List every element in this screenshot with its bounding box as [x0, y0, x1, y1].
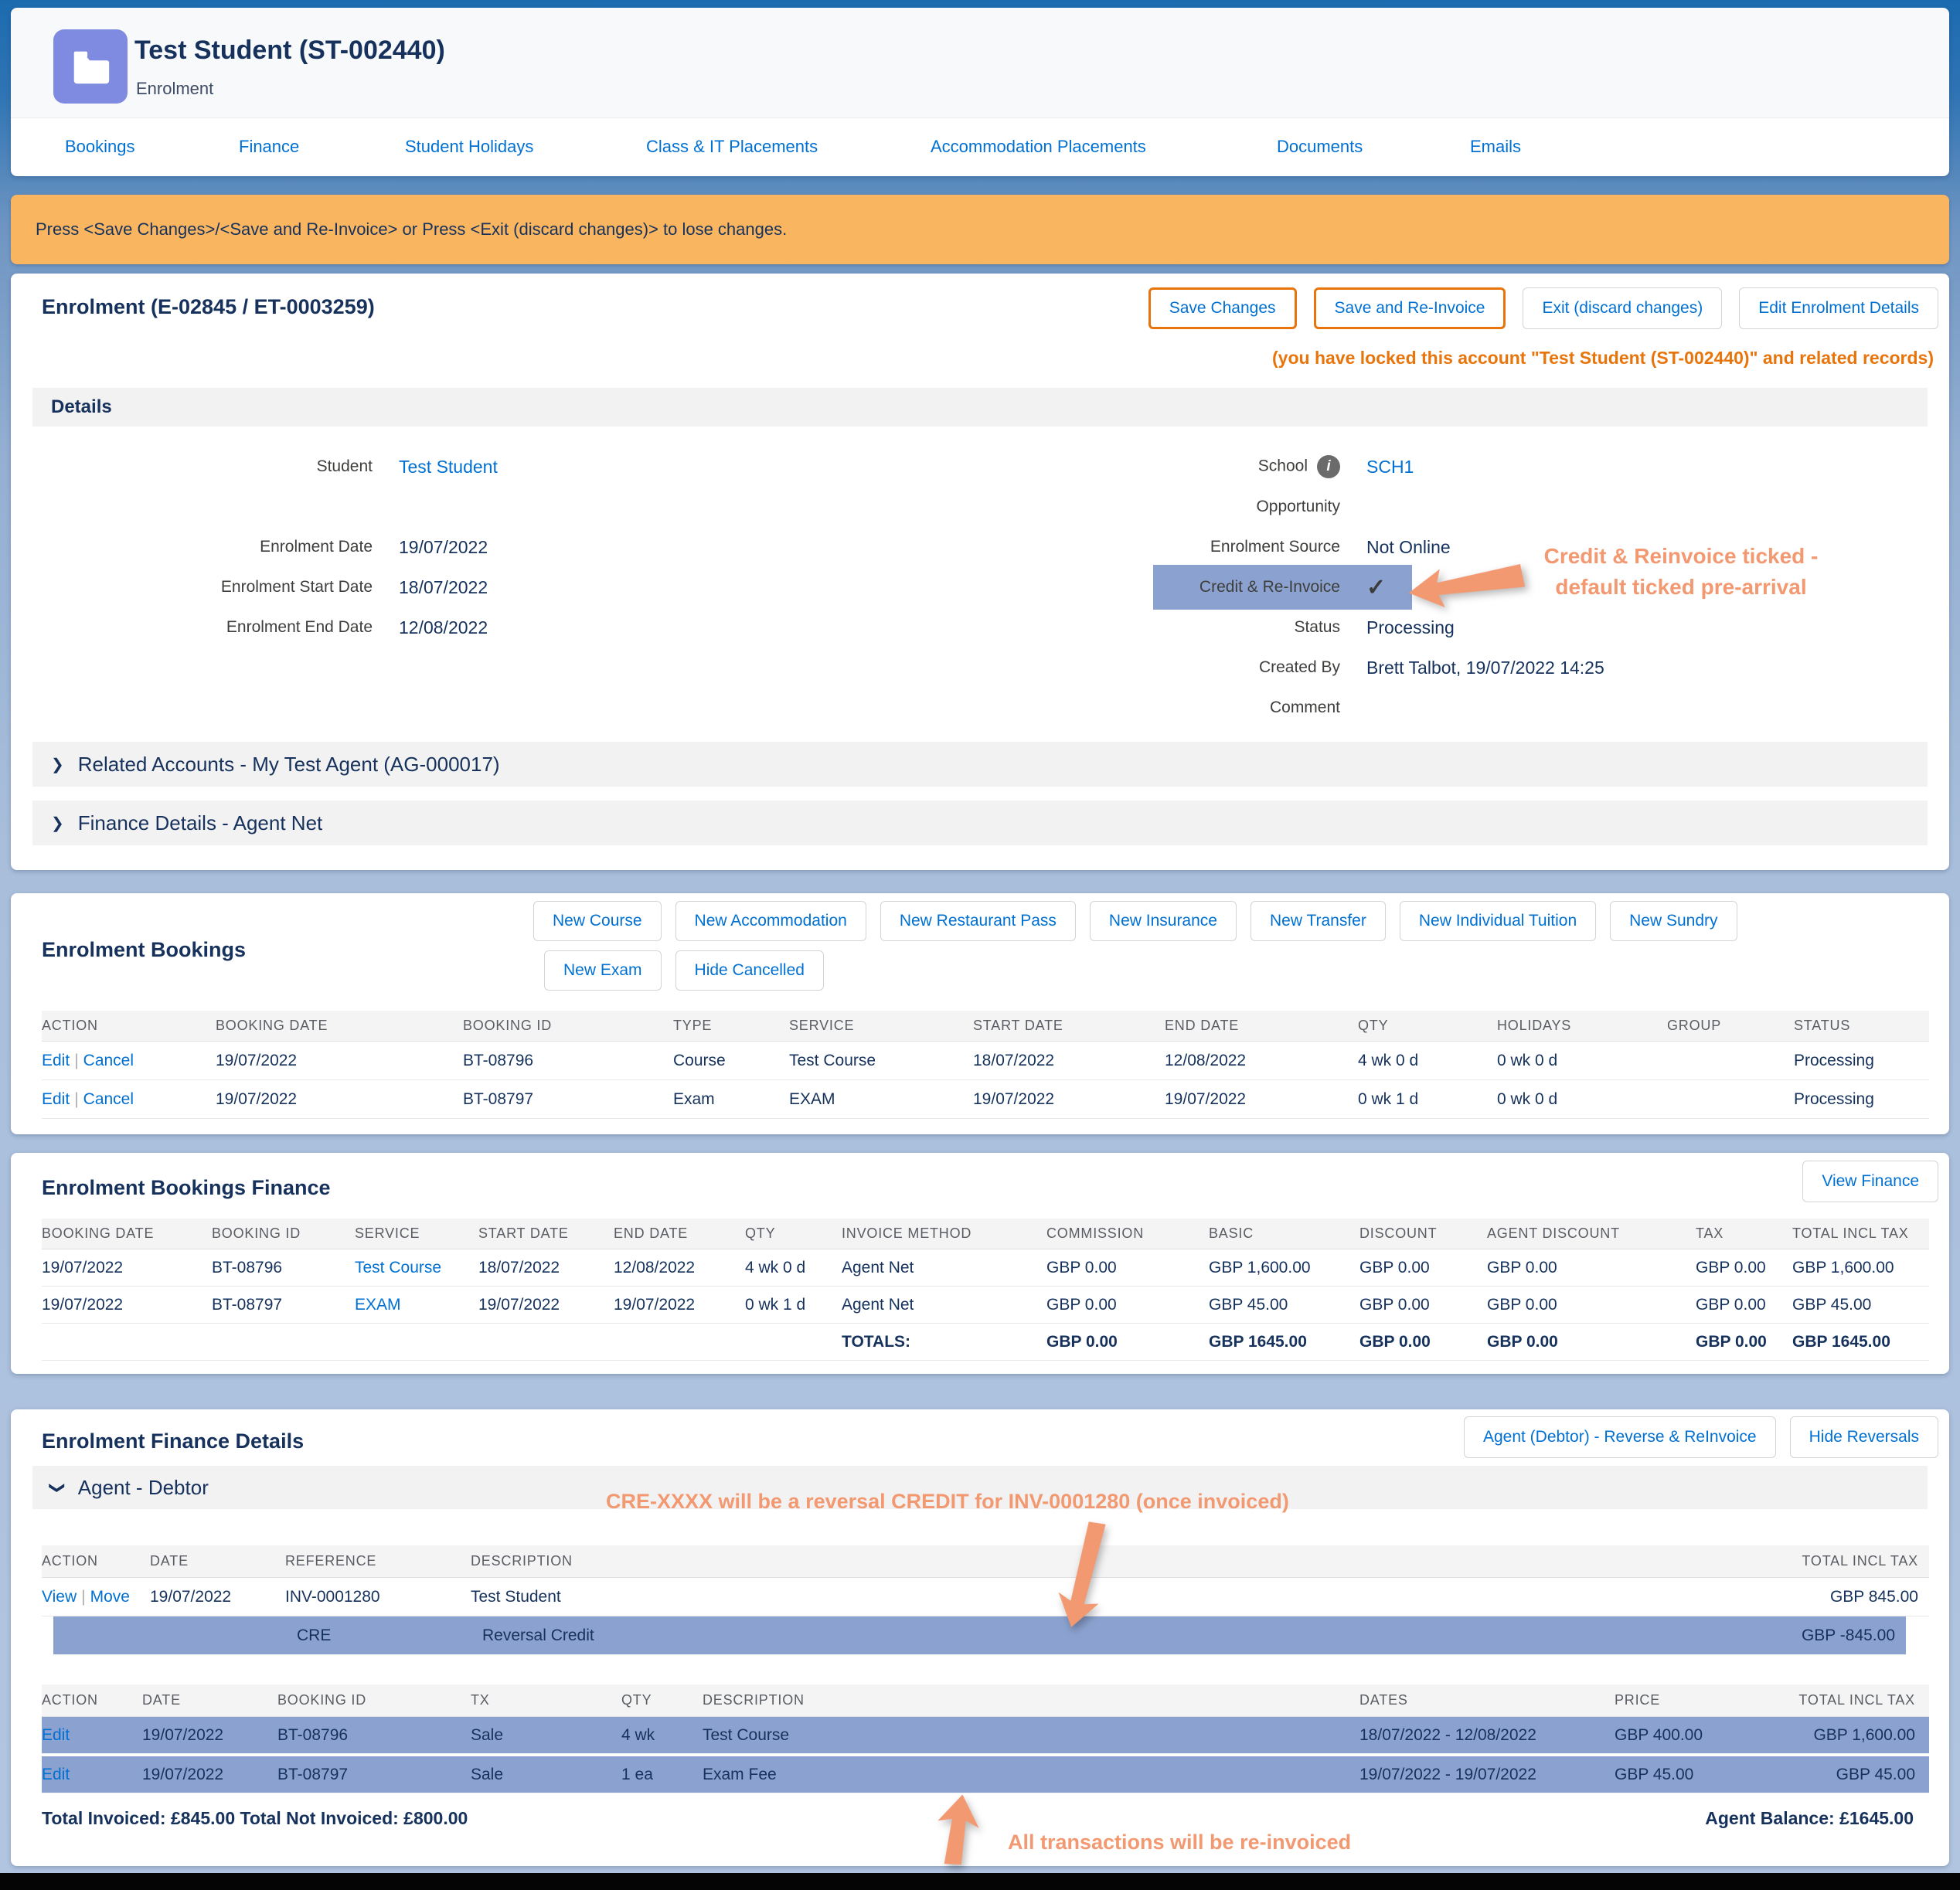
new-accommodation-button[interactable]: New Accommodation	[675, 901, 866, 941]
transaction-table-header: ACTION DATE BOOKING ID TX QTY DESCRIPTIO…	[42, 1684, 1929, 1717]
field-school: Schooli SCH1	[1124, 447, 1604, 487]
info-icon[interactable]: i	[1317, 455, 1340, 478]
table-row: Edit|Cancel 19/07/2022 BT-08796 Course T…	[42, 1042, 1929, 1080]
service-link[interactable]: EXAM	[355, 1296, 401, 1314]
save-changes-button[interactable]: Save Changes	[1148, 287, 1297, 329]
totals-row: TOTALS: GBP 0.00 GBP 1645.00 GBP 0.00 GB…	[42, 1324, 1929, 1361]
exit-discard-button[interactable]: Exit (discard changes)	[1523, 287, 1722, 329]
new-sundry-button[interactable]: New Sundry	[1610, 901, 1737, 941]
table-row: Edit|Cancel 19/07/2022 BT-08797 Exam EXA…	[42, 1080, 1929, 1119]
new-exam-button[interactable]: New Exam	[544, 950, 662, 991]
transaction-row: Edit 19/07/2022 BT-08797 Sale 1 ea Exam …	[42, 1756, 1929, 1793]
tab-bar: Bookings Finance Student Holidays Class …	[11, 117, 1949, 176]
tab-emails[interactable]: Emails	[1470, 137, 1521, 157]
tab-documents[interactable]: Documents	[1277, 137, 1363, 157]
chevron-right-icon: ❯	[51, 755, 64, 774]
reversal-credit-row: CRE Reversal Credit GBP -845.00	[53, 1616, 1906, 1655]
service-link[interactable]: Test Course	[355, 1259, 441, 1276]
edit-link[interactable]: Edit	[42, 1052, 70, 1069]
locked-account-note: (you have locked this account "Test Stud…	[1272, 348, 1934, 369]
table-row: 19/07/2022 BT-08796 Test Course 18/07/20…	[42, 1249, 1929, 1287]
page-title: Test Student (ST-002440)	[134, 36, 445, 66]
invoice-table-header: ACTION DATE REFERENCE DESCRIPTION TOTAL …	[42, 1545, 1929, 1578]
field-comment: Comment	[1124, 688, 1604, 728]
edit-enrolment-button[interactable]: Edit Enrolment Details	[1739, 287, 1938, 329]
view-link[interactable]: View	[42, 1588, 77, 1606]
move-link[interactable]: Move	[90, 1588, 130, 1606]
enrolment-bookings-finance-card: Enrolment Bookings Finance View Finance …	[11, 1153, 1949, 1374]
agent-balance: Agent Balance: £1645.00	[1705, 1808, 1914, 1829]
table-row: View|Move 19/07/2022 INV-0001280 Test St…	[42, 1578, 1929, 1616]
hide-cancelled-button[interactable]: Hide Cancelled	[675, 950, 824, 991]
tab-accommodation-placements[interactable]: Accommodation Placements	[931, 137, 1146, 157]
reinvoice-annotation: All transactions will be re-invoiced	[1008, 1831, 1351, 1854]
annotation-arrow-up-icon	[929, 1791, 986, 1868]
bookings-buttons-row1: New Course New Accommodation New Restaur…	[533, 901, 1737, 941]
chevron-right-icon: ❯	[51, 814, 64, 833]
credit-ticked-annotation: Credit & Reinvoice ticked - default tick…	[1515, 541, 1847, 603]
field-enrolment-date: Enrolment Date 19/07/2022	[42, 527, 498, 567]
hide-reversals-button[interactable]: Hide Reversals	[1790, 1416, 1938, 1458]
school-link[interactable]: SCH1	[1366, 457, 1414, 477]
folder-icon	[53, 29, 128, 104]
field-spacer	[42, 487, 498, 527]
cancel-link[interactable]: Cancel	[83, 1090, 134, 1108]
table-row: 19/07/2022 BT-08797 EXAM 19/07/2022 19/0…	[42, 1287, 1929, 1324]
bookings-finance-table-header: BOOKING DATE BOOKING ID SERVICE START DA…	[42, 1219, 1929, 1249]
transaction-table: ACTION DATE BOOKING ID TX QTY DESCRIPTIO…	[42, 1684, 1929, 1796]
warning-banner: Press <Save Changes>/<Save and Re-Invoic…	[11, 195, 1949, 264]
enrolment-bookings-card: Enrolment Bookings New Course New Accomm…	[11, 893, 1949, 1134]
edit-link[interactable]: Edit	[42, 1766, 70, 1783]
finance-details-actions: Agent (Debtor) - Reverse & ReInvoice Hid…	[1464, 1416, 1938, 1458]
field-opportunity: Opportunity	[1124, 487, 1604, 527]
cancel-link[interactable]: Cancel	[83, 1052, 134, 1069]
view-finance-button[interactable]: View Finance	[1802, 1161, 1938, 1202]
bookings-table-header: ACTION BOOKING DATE BOOKING ID TYPE SERV…	[42, 1011, 1929, 1042]
record-header-card: Test Student (ST-002440) Enrolment Booki…	[11, 8, 1949, 176]
new-restaurant-pass-button[interactable]: New Restaurant Pass	[880, 901, 1076, 941]
totals-summary: Total Invoiced: £845.00 Total Not Invoic…	[42, 1808, 468, 1829]
invoice-table: ACTION DATE REFERENCE DESCRIPTION TOTAL …	[42, 1545, 1929, 1655]
tab-student-holidays[interactable]: Student Holidays	[405, 137, 533, 157]
taskbar	[0, 1873, 1960, 1890]
finance-details-title: Enrolment Finance Details	[42, 1429, 304, 1453]
details-section-header: Details	[32, 388, 1928, 427]
tab-finance[interactable]: Finance	[239, 137, 299, 157]
check-icon[interactable]: ✓	[1366, 574, 1386, 601]
bookings-title: Enrolment Bookings	[42, 938, 246, 962]
field-enrolment-end-date: Enrolment End Date 12/08/2022	[42, 607, 498, 648]
field-status: Status Processing	[1124, 607, 1604, 648]
page-subtitle: Enrolment	[136, 79, 213, 99]
cre-reversal-annotation: CRE-XXXX will be a reversal CREDIT for I…	[606, 1490, 1289, 1514]
finance-details-toggle[interactable]: ❯ Finance Details - Agent Net	[32, 801, 1928, 845]
edit-link[interactable]: Edit	[42, 1726, 70, 1744]
agent-debtor-reverse-reinvoice-button[interactable]: Agent (Debtor) - Reverse & ReInvoice	[1464, 1416, 1776, 1458]
new-transfer-button[interactable]: New Transfer	[1251, 901, 1386, 941]
bookings-buttons-row2: New Exam Hide Cancelled	[544, 950, 824, 991]
transaction-row: Edit 19/07/2022 BT-08796 Sale 4 wk Test …	[42, 1717, 1929, 1754]
student-link[interactable]: Test Student	[399, 457, 498, 477]
bookings-table: ACTION BOOKING DATE BOOKING ID TYPE SERV…	[42, 1011, 1929, 1119]
bookings-finance-title: Enrolment Bookings Finance	[42, 1176, 331, 1200]
new-course-button[interactable]: New Course	[533, 901, 662, 941]
new-individual-tuition-button[interactable]: New Individual Tuition	[1400, 901, 1596, 941]
edit-link[interactable]: Edit	[42, 1090, 70, 1108]
tab-bookings[interactable]: Bookings	[65, 137, 135, 157]
field-created-by: Created By Brett Talbot, 19/07/2022 14:2…	[1124, 648, 1604, 688]
new-insurance-button[interactable]: New Insurance	[1090, 901, 1237, 941]
details-left-column: Student Test Student Enrolment Date 19/0…	[42, 447, 498, 648]
field-enrolment-start-date: Enrolment Start Date 18/07/2022	[42, 567, 498, 607]
chevron-down-icon: ❯	[48, 1481, 67, 1494]
bookings-finance-table: BOOKING DATE BOOKING ID SERVICE START DA…	[42, 1219, 1929, 1361]
tab-class-it-placements[interactable]: Class & IT Placements	[646, 137, 818, 157]
enrolment-actions: Save Changes Save and Re-Invoice Exit (d…	[1148, 287, 1938, 329]
enrolment-title: Enrolment (E-02845 / ET-0003259)	[42, 295, 375, 319]
field-student: Student Test Student	[42, 447, 498, 487]
save-and-reinvoice-button[interactable]: Save and Re-Invoice	[1314, 287, 1506, 329]
related-accounts-toggle[interactable]: ❯ Related Accounts - My Test Agent (AG-0…	[32, 742, 1928, 787]
